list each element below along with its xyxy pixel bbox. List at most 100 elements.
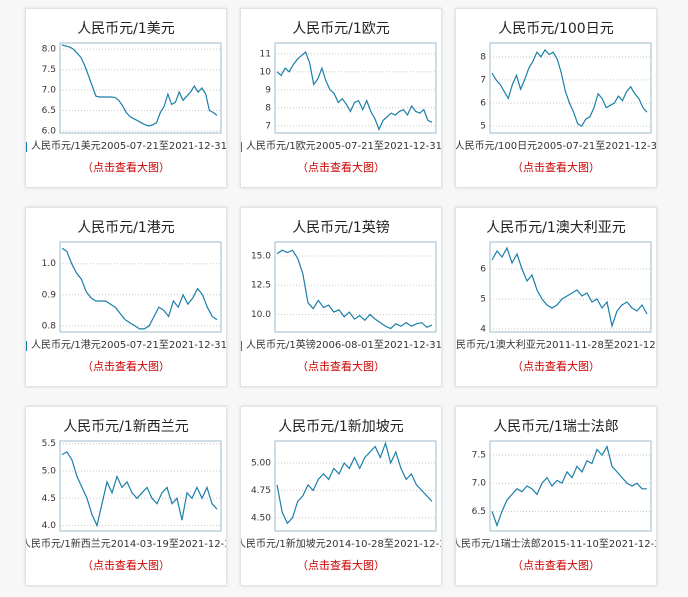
caption-text: 人民币元/1新西兰元2014-03-19至2021-12-31 <box>26 539 226 550</box>
y-tick-label: 6.0 <box>42 126 57 136</box>
y-tick-label: 5.0 <box>42 467 57 477</box>
y-tick-label: 8.0 <box>42 45 57 55</box>
plot-area <box>489 440 652 532</box>
y-tick-label: 15.0 <box>251 252 271 262</box>
y-tick-label: 4.75 <box>251 486 271 496</box>
chart-caption: 人民币元/1美元2005-07-21至2021-12-31 <box>26 140 226 154</box>
chart: 人民币元/1澳大利亚元 4 5 6 <box>480 220 652 335</box>
caption-text: 人民币元/1澳大利亚元2011-11-28至2021-12-31 <box>456 340 656 351</box>
series-line <box>276 249 433 330</box>
caption-text: 人民币元/100日元2005-07-21至2021-12-31 <box>456 141 656 152</box>
chart: 人民币元/1欧元 7 8 9 10 11 <box>260 21 437 134</box>
chart: 人民币元/1英镑 10.0 12.5 15.0 <box>251 219 437 333</box>
y-tick-label: 7.5 <box>472 451 486 461</box>
caption-text: 人民币元/1美元2005-07-21至2021-12-31 <box>31 141 226 152</box>
caption-text: 人民币元/1英镑2006-08-01至2021-12-31 <box>246 340 441 351</box>
chart: 人民币元/1瑞士法郎 6.5 7.0 7.5 <box>472 419 652 532</box>
y-tick-label: 10.0 <box>251 310 271 320</box>
plot-area <box>489 241 652 333</box>
y-tick-label: 4 <box>480 325 486 335</box>
chart-title: 人民币元/1欧元 <box>292 21 390 37</box>
series-line <box>61 44 218 127</box>
series-line <box>491 48 648 127</box>
chart-title: 人民币元/1瑞士法郎 <box>493 419 619 435</box>
plot-area <box>59 42 222 134</box>
caption-text: 人民币元/1欧元2005-07-21至2021-12-31 <box>246 141 441 152</box>
y-tick-label: 7.0 <box>472 479 487 489</box>
chart-card: 人民币元/1港元 0.8 0.9 1.0 人民币元/1港元2005-07-21至2021… <box>25 207 227 387</box>
y-tick-label: 6 <box>480 265 486 275</box>
series-line <box>61 247 218 330</box>
view-large-link[interactable]: （点击查看大图） <box>297 161 385 174</box>
chart-title: 人民币元/1新西兰元 <box>63 419 189 435</box>
chart-caption: 人民币元/1欧元2005-07-21至2021-12-31 <box>241 140 441 154</box>
y-tick-label: 12.5 <box>251 281 271 291</box>
caption-text: 人民币元/1港元2005-07-21至2021-12-31 <box>31 340 226 351</box>
chart-title: 人民币元/1美元 <box>77 21 175 37</box>
plot-area <box>489 42 652 134</box>
view-large-link[interactable]: （点击查看大图） <box>512 161 600 174</box>
view-large-link[interactable]: （点击查看大图） <box>297 360 385 373</box>
legend-swatch <box>26 142 28 152</box>
y-tick-label: 11 <box>260 49 271 59</box>
chart-card: 人民币元/1瑞士法郎 6.5 7.0 7.5 人民币元/1瑞士法郎2015-11-10至… <box>455 406 657 586</box>
legend-swatch <box>241 142 243 152</box>
chart-caption: 人民币元/1澳大利亚元2011-11-28至2021-12-31 <box>456 339 656 353</box>
y-tick-label: 5 <box>480 122 486 132</box>
chart-title: 人民币元/1英镑 <box>292 219 390 236</box>
y-tick-label: 1.0 <box>42 259 57 269</box>
chart-title: 人民币元/100日元 <box>498 21 613 37</box>
chart: 人民币元/1美元 6.0 6.5 7.0 7.5 8.0 <box>42 21 222 136</box>
chart-card: 人民币元/1欧元 7 8 9 10 11 人民币元/1欧元2005-07-21至2021-1… <box>240 8 442 188</box>
caption-text: 人民币元/1新加坡元2014-10-28至2021-12-31 <box>241 539 441 550</box>
view-large-link[interactable]: （点击查看大图） <box>82 161 170 174</box>
chart: 人民币元/100日元 5 6 7 8 <box>480 21 652 134</box>
chart-caption: 人民币元/1英镑2006-08-01至2021-12-31 <box>241 339 441 353</box>
y-tick-label: 0.8 <box>42 321 57 331</box>
plot-area <box>274 440 437 532</box>
chart-card: 人民币元/1新加坡元 4.50 4.75 5.00 人民币元/1新加坡元2014-10-… <box>240 406 442 586</box>
y-tick-label: 4.0 <box>42 521 57 531</box>
chart-title: 人民币元/1港元 <box>77 220 175 236</box>
chart-caption: 人民币元/100日元2005-07-21至2021-12-31 <box>456 140 656 154</box>
y-tick-label: 6 <box>480 99 486 109</box>
view-large-link[interactable]: （点击查看大图） <box>512 360 600 373</box>
y-tick-label: 0.9 <box>42 290 57 300</box>
series-line <box>491 246 648 329</box>
y-tick-label: 7 <box>265 121 271 131</box>
series-line <box>276 50 433 131</box>
series-line <box>276 441 433 525</box>
view-large-link[interactable]: （点击查看大图） <box>82 360 170 373</box>
plot-area <box>59 440 222 532</box>
chart-card: 人民币元/1美元 6.0 6.5 7.0 7.5 8.0 人民币元/1美元2005-07-2… <box>25 8 227 188</box>
chart-caption: 人民币元/1新西兰元2014-03-19至2021-12-31 <box>26 538 226 552</box>
chart-caption: 人民币元/1新加坡元2014-10-28至2021-12-31 <box>241 538 441 552</box>
legend-swatch <box>241 341 243 351</box>
chart-card: 人民币元/1英镑 10.0 12.5 15.0 人民币元/1英镑2006-08-01至2… <box>240 207 442 387</box>
y-tick-label: 7 <box>480 75 486 85</box>
y-tick-label: 8 <box>480 52 486 62</box>
y-tick-label: 5.00 <box>251 458 271 468</box>
chart: 人民币元/1港元 0.8 0.9 1.0 <box>42 220 222 333</box>
chart-caption: 人民币元/1瑞士法郎2015-11-10至2021-12-31 <box>456 538 656 552</box>
chart-title: 人民币元/1新加坡元 <box>278 419 404 435</box>
y-tick-label: 8 <box>265 103 271 113</box>
view-large-link[interactable]: （点击查看大图） <box>82 559 170 572</box>
chart-card: 人民币元/1新西兰元 4.0 4.5 5.0 5.5 人民币元/1新西兰元2014-03-… <box>25 406 227 586</box>
view-large-link[interactable]: （点击查看大图） <box>512 559 600 572</box>
y-tick-label: 6.5 <box>472 507 486 517</box>
caption-text: 人民币元/1瑞士法郎2015-11-10至2021-12-31 <box>456 539 656 550</box>
chart: 人民币元/1新西兰元 4.0 4.5 5.0 5.5 <box>42 419 222 532</box>
series-line <box>491 445 647 528</box>
plot-area <box>274 241 437 333</box>
y-tick-label: 5 <box>480 295 486 305</box>
y-tick-label: 7.0 <box>42 86 57 96</box>
chart: 人民币元/1新加坡元 4.50 4.75 5.00 <box>251 419 437 532</box>
plot-area <box>274 42 437 134</box>
y-tick-label: 5.5 <box>42 439 56 449</box>
legend-swatch <box>26 341 28 351</box>
y-tick-label: 10 <box>260 67 272 77</box>
chart-title: 人民币元/1澳大利亚元 <box>486 220 626 236</box>
view-large-link[interactable]: （点击查看大图） <box>297 559 385 572</box>
